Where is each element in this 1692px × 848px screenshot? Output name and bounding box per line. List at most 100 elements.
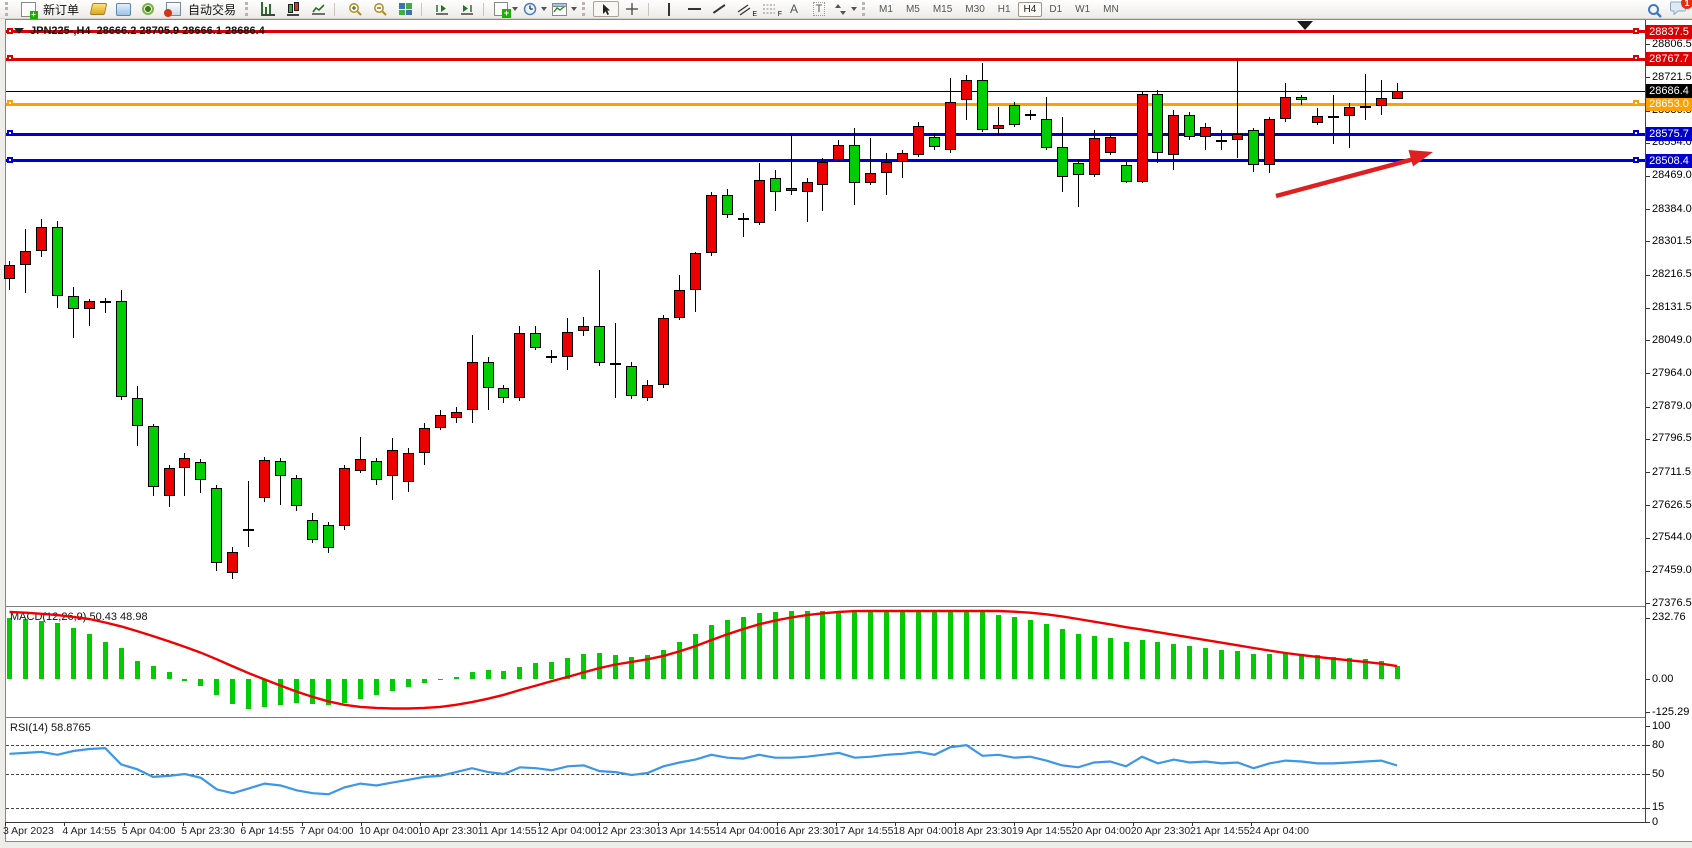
channel-letter: E <box>752 11 758 18</box>
zoom-out-button[interactable] <box>368 1 392 17</box>
horizontal-level-line[interactable] <box>6 57 1645 61</box>
cursor-button[interactable] <box>593 1 620 17</box>
text-button[interactable]: A <box>782 1 806 17</box>
line-handle[interactable] <box>7 55 13 62</box>
timeframe-m1[interactable]: M1 <box>879 3 893 15</box>
line-handle[interactable] <box>7 27 13 34</box>
candlestick-button[interactable] <box>281 1 305 17</box>
line-handle[interactable] <box>1633 55 1639 62</box>
date-label: 19 Apr 14:55 <box>1012 825 1072 837</box>
candle-wick <box>1077 159 1079 207</box>
date-label: 18 Apr 04:00 <box>893 825 953 837</box>
crosshair-button[interactable] <box>620 1 644 17</box>
timeframe-h4[interactable]: H4 <box>1017 1 1043 17</box>
macd-bar <box>581 654 587 679</box>
chart-shift-button[interactable] <box>455 1 479 17</box>
line-handle[interactable] <box>1633 130 1639 137</box>
fibonacci-button[interactable]: F <box>757 1 782 18</box>
line-handle[interactable] <box>7 156 13 163</box>
macd-bar <box>1283 652 1288 679</box>
price-tick <box>1645 406 1650 408</box>
zoom-in-icon <box>349 3 362 16</box>
macd-bar <box>310 679 316 705</box>
symbol-collapse-icon[interactable] <box>14 28 24 34</box>
price-tick-label: 27376.5 <box>1652 596 1692 609</box>
macd-bar <box>182 679 188 682</box>
price-tick <box>1645 209 1650 211</box>
macd-bar <box>1027 619 1033 679</box>
macd-bar <box>501 671 507 679</box>
horizontal-level-line[interactable] <box>6 132 1645 136</box>
date-label: 14 Apr 04:00 <box>715 825 775 837</box>
zoom-in-button[interactable] <box>343 1 367 17</box>
autotrade-button[interactable] <box>161 1 185 17</box>
candle-wick <box>599 269 601 366</box>
notifications-button[interactable]: 1 <box>1670 0 1692 20</box>
tile-windows-button[interactable] <box>393 1 417 17</box>
auto-scroll-button[interactable] <box>430 1 454 17</box>
bar-chart-button[interactable] <box>256 1 280 17</box>
horizontal-line-button[interactable] <box>682 1 706 17</box>
indicators-icon: + <box>494 2 512 18</box>
trendline-button[interactable] <box>707 1 731 17</box>
auto-scroll-icon <box>436 4 449 15</box>
publish-button[interactable] <box>111 1 135 17</box>
toolbar-grip3[interactable] <box>582 2 590 16</box>
vertical-line-button[interactable] <box>657 1 681 17</box>
line-handle[interactable] <box>1633 27 1639 34</box>
line-chart-button[interactable] <box>306 1 330 17</box>
rsi-tick <box>1645 822 1650 823</box>
main-macd-separator[interactable] <box>6 606 1645 607</box>
macd-bar <box>517 667 523 679</box>
new-order-button[interactable]: + <box>16 1 40 19</box>
new-order-label[interactable]: 新订单 <box>43 2 80 17</box>
line-handle[interactable] <box>1633 156 1639 163</box>
timeframe-w1[interactable]: W1 <box>1075 3 1091 15</box>
timeframe-d1[interactable]: D1 <box>1049 3 1063 15</box>
signal-button[interactable] <box>136 1 160 17</box>
horizontal-level-line[interactable] <box>6 30 1645 34</box>
candle <box>945 101 956 151</box>
macd-bar <box>421 679 427 683</box>
price-tick <box>1645 603 1650 604</box>
timeframe-m30[interactable]: M30 <box>965 3 985 15</box>
candle-wick <box>1364 73 1366 120</box>
channel-button[interactable]: E <box>732 1 758 18</box>
candle <box>817 161 829 185</box>
rsi-tick-label: 15 <box>1652 801 1665 814</box>
date-tick <box>717 822 719 826</box>
timeframe-mn[interactable]: MN <box>1103 3 1119 15</box>
periods-button[interactable] <box>521 1 549 17</box>
macd-rsi-separator[interactable] <box>6 717 1645 718</box>
gold-button[interactable] <box>86 1 110 17</box>
candle <box>1280 96 1291 120</box>
line-handle[interactable] <box>1633 100 1639 106</box>
candle-wick <box>615 323 617 399</box>
template-button[interactable] <box>550 1 579 17</box>
timeframe-m15[interactable]: M15 <box>932 3 953 15</box>
horizontal-level-line[interactable] <box>6 102 1645 106</box>
macd-bar <box>1330 656 1336 679</box>
search-icon[interactable] <box>1647 3 1662 18</box>
toolbar-grip2[interactable] <box>245 2 253 16</box>
macd-bar <box>278 679 284 705</box>
toolbar-grip[interactable] <box>5 2 13 16</box>
indicators-button[interactable]: + <box>492 1 520 18</box>
price-tick <box>1645 373 1650 375</box>
horizontal-level-line[interactable] <box>6 159 1645 162</box>
candle <box>865 173 877 184</box>
arrows-icon <box>835 3 847 15</box>
autotrade-label[interactable]: 自动交易 <box>188 2 237 17</box>
text-label-button[interactable]: T <box>807 1 831 17</box>
macd-bar <box>1362 659 1368 679</box>
arrows-button[interactable] <box>832 1 859 17</box>
line-handle[interactable] <box>7 130 13 137</box>
toolbar-grip4[interactable] <box>862 2 870 16</box>
candle <box>131 397 143 426</box>
macd-bar <box>820 611 826 679</box>
chart-shift-marker[interactable] <box>1297 21 1313 30</box>
date-label: 20 Apr 04:00 <box>1071 825 1131 837</box>
line-handle[interactable] <box>7 100 13 106</box>
timeframe-h1[interactable]: H1 <box>997 3 1011 15</box>
timeframe-m5[interactable]: M5 <box>905 3 920 15</box>
